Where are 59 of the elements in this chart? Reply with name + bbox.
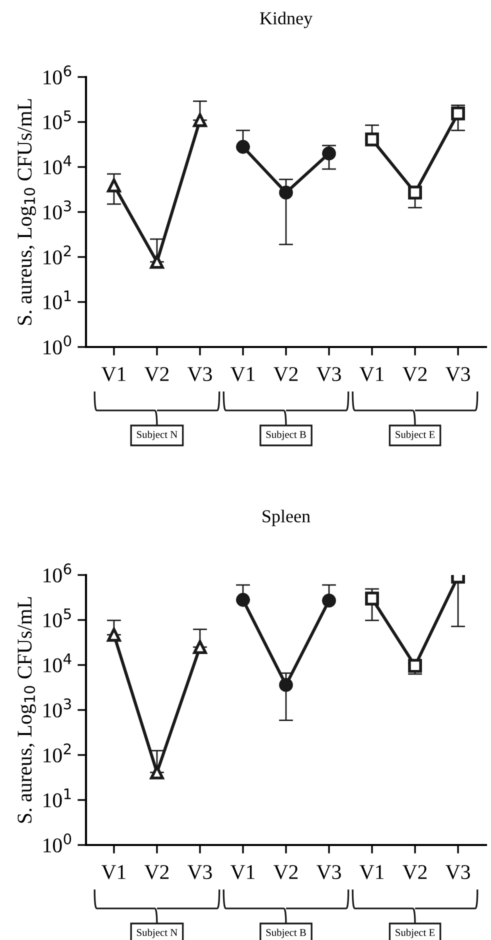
point: [107, 628, 121, 642]
point: [322, 146, 336, 160]
x-tick-label: V3: [446, 865, 470, 880]
y-tick-label: 10$^{1}$: [44, 788, 71, 808]
point: [193, 640, 207, 654]
y-tick-label: 10$^{4}$: [44, 654, 72, 672]
point: [193, 113, 207, 128]
point: [279, 678, 293, 692]
y-tick-label: 10$^{0}$: [44, 335, 72, 354]
point: [236, 140, 250, 154]
x-tick-label: V1: [230, 367, 254, 382]
x-tick-label: V3: [446, 367, 470, 382]
text: Subject B: [266, 430, 306, 440]
y-tick-label: 10$^{4}$: [44, 156, 72, 174]
point: [150, 254, 164, 269]
y-tick-label: 10$^{5}$: [44, 110, 71, 130]
point: [365, 592, 379, 606]
chart-title: Kidney: [260, 12, 313, 28]
x-tick-label: V1: [101, 367, 126, 382]
x-tick-label: V3: [316, 367, 341, 382]
x-tick-label: V2: [402, 367, 427, 382]
x-tick-label: V1: [360, 367, 384, 382]
y-axis-title: S. aureus, Log$_{10}$ CFUs/mL: [18, 597, 36, 823]
point: [107, 178, 121, 192]
point: [322, 594, 336, 608]
x-tick-label: V2: [274, 865, 298, 880]
y-tick-label: 10$^{2}$: [44, 743, 71, 762]
y-tick-label: 10$^{2}$: [44, 245, 71, 264]
chart-title: Spleen: [262, 510, 310, 526]
x-tick-label: V2: [402, 865, 427, 880]
x-tick-label: V3: [316, 865, 341, 880]
text: Subject N: [136, 928, 178, 938]
y-tick-label: 10$^{5}$: [44, 608, 71, 628]
text: Subject E: [396, 928, 435, 938]
x-tick-label: V1: [230, 865, 254, 880]
y-tick-label: 10$^{1}$: [44, 290, 71, 310]
text: Subject E: [396, 430, 435, 440]
x-tick-label: V2: [274, 367, 298, 382]
y-tick-label: 10$^{6}$: [44, 563, 72, 582]
point: [408, 186, 422, 200]
text: Subject N: [136, 430, 178, 440]
x-tick-label: V1: [360, 865, 384, 880]
point: [150, 765, 164, 780]
y-tick-label: 10$^{6}$: [44, 65, 72, 84]
text: Subject B: [266, 928, 306, 938]
x-tick-label: V2: [144, 865, 169, 880]
point: [451, 106, 465, 120]
y-tick-label: 10$^{3}$: [44, 200, 71, 220]
y-tick-label: 10$^{0}$: [44, 833, 72, 852]
point: [279, 186, 293, 200]
y-axis-title: S. aureus, Log$_{10}$ CFUs/mL: [18, 99, 36, 325]
y-tick-label: 10$^{3}$: [44, 698, 71, 718]
x-tick-label: V1: [101, 865, 126, 880]
x-tick-label: V3: [187, 367, 212, 382]
point: [365, 132, 379, 146]
point: [408, 658, 422, 673]
x-tick-label: V2: [144, 367, 169, 382]
point: [236, 592, 250, 607]
x-tick-label: V3: [187, 865, 212, 880]
